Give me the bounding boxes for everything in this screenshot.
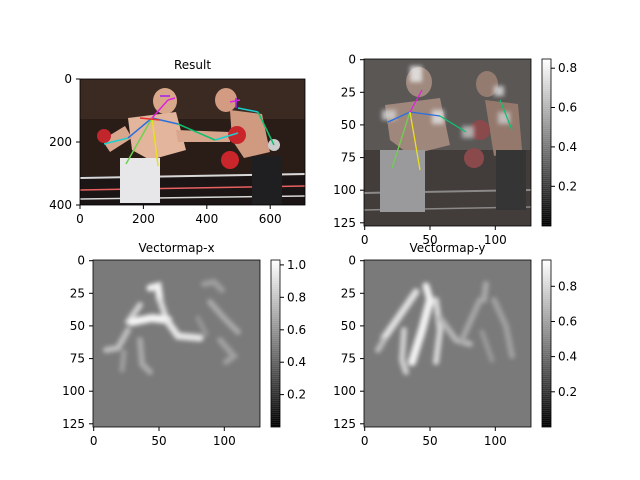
ytick-label: 75 [341, 352, 356, 366]
result-image [80, 79, 305, 205]
colorbar-tick-label: 0.2 [558, 385, 577, 399]
xtick-label: 50 [422, 434, 437, 448]
ytick-label: 100 [333, 384, 356, 398]
colorbar-tick-label: 0.2 [287, 388, 306, 402]
vectormap-y-image [364, 260, 531, 427]
xtick-label: 0 [90, 434, 98, 448]
vectormap-x-axes-frame [92, 259, 261, 428]
heatmap-xticks: 0 50 100 [361, 226, 507, 247]
panel-title: Vectormap-x [138, 241, 214, 255]
result-yticks: 0 200 400 [49, 72, 80, 212]
ytick-label: 50 [70, 319, 85, 333]
xtick-label: 400 [195, 212, 218, 226]
colorbar-tick-label: 0.4 [287, 355, 306, 369]
ytick-label: 125 [333, 216, 356, 230]
vectormap-x-colorbar: 0.2 0.4 0.6 0.8 1.0 [270, 258, 306, 428]
colorbar-tick-label: 0.6 [558, 315, 577, 329]
vectormap-x-image [93, 260, 260, 427]
colorbar-tick-label: 0.6 [287, 323, 306, 337]
vectormap-y-colorbar: 0.2 0.4 0.6 0.8 [541, 259, 577, 428]
xtick-label: 100 [484, 434, 507, 448]
ytick-label: 0 [64, 72, 72, 86]
panel-title: Result [174, 58, 211, 72]
ytick-label: 25 [341, 286, 356, 300]
heatmap-yticks: 0 25 50 75 100 125 [333, 53, 364, 230]
vectormap-y-axes-frame [363, 259, 532, 428]
ytick-label: 125 [333, 417, 356, 431]
vectormap-y-yticks: 0 25 50 75 100 125 [333, 254, 364, 431]
colorbar-tick-label: 0.8 [558, 61, 577, 75]
panel-title: Vectormap-y [410, 241, 486, 255]
xtick-label: 0 [361, 233, 369, 247]
xtick-label: 0 [361, 434, 369, 448]
ytick-label: 75 [341, 151, 356, 165]
colorbar-tick-label: 0.2 [558, 179, 577, 193]
colorbar-tick-label: 0.6 [558, 101, 577, 115]
panel-result: Result [49, 58, 306, 226]
xtick-label: 50 [422, 233, 437, 247]
colorbar-tick-label: 0.8 [558, 279, 577, 293]
ytick-label: 0 [348, 254, 356, 268]
heatmap-axes-frame [363, 58, 532, 227]
ytick-label: 100 [333, 183, 356, 197]
colorbar-tick-label: 0.8 [287, 290, 306, 304]
ytick-label: 25 [70, 286, 85, 300]
xtick-label: 600 [259, 212, 282, 226]
colorbar-tick-label: 0.4 [558, 140, 577, 154]
ytick-label: 25 [341, 85, 356, 99]
panel-heatmap: 0 50 100 0 25 50 75 100 125 [333, 53, 577, 247]
ytick-label: 50 [341, 319, 356, 333]
heatmap-colorbar: 0.2 0.4 0.6 0.8 [541, 58, 577, 227]
xtick-label: 0 [76, 212, 84, 226]
xtick-label: 50 [151, 434, 166, 448]
ytick-label: 0 [348, 53, 356, 67]
xtick-label: 100 [484, 233, 507, 247]
result-xticks: 0 200 400 600 [76, 205, 282, 226]
panel-vectormap-y: Vectormap-y 0 50 100 0 25 50 75 100 125 [333, 241, 577, 448]
panel-vectormap-x: Vectormap-x 0 50 [62, 241, 306, 448]
vectormap-x-xticks: 0 50 100 [90, 427, 236, 448]
vectormap-y-xticks: 0 50 100 [361, 427, 507, 448]
ytick-label: 400 [49, 198, 72, 212]
colorbar-tick-label: 1.0 [287, 258, 306, 272]
heatmap-image [364, 59, 531, 226]
ytick-label: 75 [70, 352, 85, 366]
ytick-label: 0 [77, 254, 85, 268]
ytick-label: 50 [341, 118, 356, 132]
xtick-label: 100 [213, 434, 236, 448]
ytick-label: 100 [62, 384, 85, 398]
vectormap-x-yticks: 0 25 50 75 100 125 [62, 254, 93, 431]
ytick-label: 125 [62, 417, 85, 431]
xtick-label: 200 [132, 212, 155, 226]
colorbar-tick-label: 0.4 [558, 350, 577, 364]
ytick-label: 200 [49, 135, 72, 149]
